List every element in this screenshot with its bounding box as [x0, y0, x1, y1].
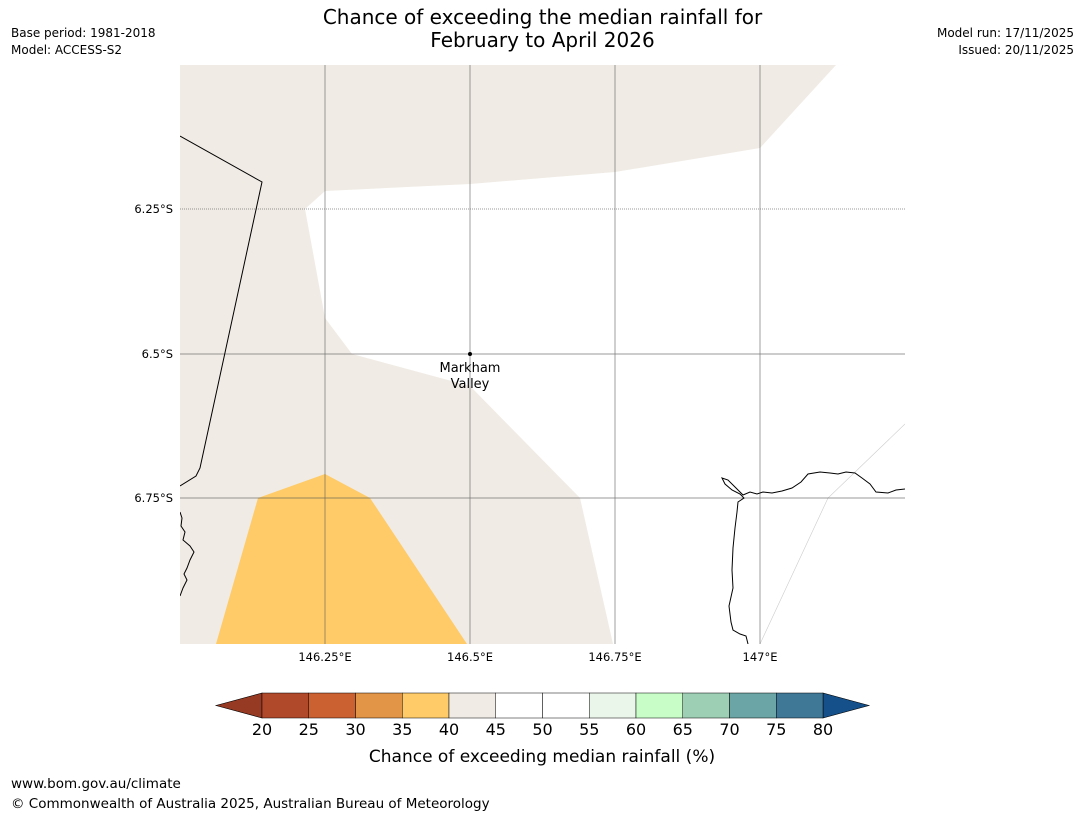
colorbar-segment — [402, 692, 450, 719]
metadata-right: Model run: 17/11/2025 Issued: 20/11/2025 — [937, 25, 1074, 59]
colorbar-tick-label: 30 — [345, 720, 365, 739]
lat-label: 6.5°S — [142, 347, 173, 361]
title-line-2: February to April 2026 — [430, 28, 655, 52]
model-run-text: Model run: 17/11/2025 — [936, 26, 1074, 40]
footer: www.bom.gov.au/climate © Commonwealth of… — [11, 774, 490, 814]
colorbar-tick-label: 25 — [299, 720, 319, 739]
coastline-west — [180, 511, 195, 597]
place-marker — [468, 352, 472, 356]
colorbar-tick-label: 35 — [392, 720, 412, 739]
colorbar-segment — [682, 692, 730, 719]
metadata-left: Base period: 1981-2018 Model: ACCESS-S2 — [11, 25, 156, 59]
footer-copyright: © Commonwealth of Australia 2025, Austra… — [11, 796, 490, 812]
map-panel: Markham Valley — [180, 65, 905, 644]
colorbar-tick-label: 70 — [719, 720, 739, 739]
colorbar-tick-label: 65 — [673, 720, 693, 739]
colorbar-tick-label: 60 — [626, 720, 646, 739]
region-35-40 — [216, 474, 467, 644]
colorbar: 20 25 30 35 40 45 50 55 60 65 70 75 80 Chance of exc… — [214, 692, 871, 767]
colorbar-segment — [355, 692, 403, 719]
lat-label: 6.75°S — [134, 491, 173, 505]
colorbar-segment — [308, 692, 356, 719]
colorbar-segment — [448, 692, 496, 719]
colorbar-tick-label: 50 — [532, 720, 552, 739]
colorbar-tick-label: 75 — [766, 720, 786, 739]
place-label-line2: Valley — [451, 377, 490, 392]
colorbar-high-extend — [822, 692, 871, 719]
gridlines — [180, 65, 905, 644]
colorbar-segment — [776, 692, 824, 719]
colorbar-segment — [261, 692, 309, 719]
footer-url: www.bom.gov.au/climate — [11, 776, 181, 792]
colorbar-segment — [542, 692, 590, 719]
colorbar-tick-label: 20 — [252, 720, 272, 739]
colorbar-segment — [635, 692, 683, 719]
issued-text: Issued: 20/11/2025 — [958, 43, 1074, 57]
lon-label: 146.75°E — [588, 650, 641, 664]
colorbar-tick-label: 45 — [486, 720, 506, 739]
coastline-east — [721, 471, 905, 644]
title-line-1: Chance of exceeding the median rainfall … — [322, 5, 763, 29]
border-line — [180, 135, 263, 487]
colorbar-segment — [729, 692, 777, 719]
map-title: Chance of exceeding the median rainfall … — [0, 6, 1085, 52]
lon-label: 146.5°E — [447, 650, 493, 664]
colorbar-segment — [589, 692, 637, 719]
colorbar-tick-label: 80 — [813, 720, 833, 739]
model-text: Model: ACCESS-S2 — [11, 43, 123, 57]
colorbar-segment — [495, 692, 543, 719]
lat-label: 6.25°S — [134, 202, 173, 216]
colorbar-low-extend — [214, 692, 263, 719]
colorbar-tick-label: 40 — [439, 720, 459, 739]
place-label-line1: Markham — [440, 361, 501, 376]
colorbar-title: Chance of exceeding median rainfall (%) — [369, 747, 715, 767]
lon-label: 147°E — [743, 650, 778, 664]
base-period-text: Base period: 1981-2018 — [11, 26, 156, 40]
lon-label: 146.25°E — [298, 650, 351, 664]
colorbar-tick-label: 55 — [579, 720, 599, 739]
